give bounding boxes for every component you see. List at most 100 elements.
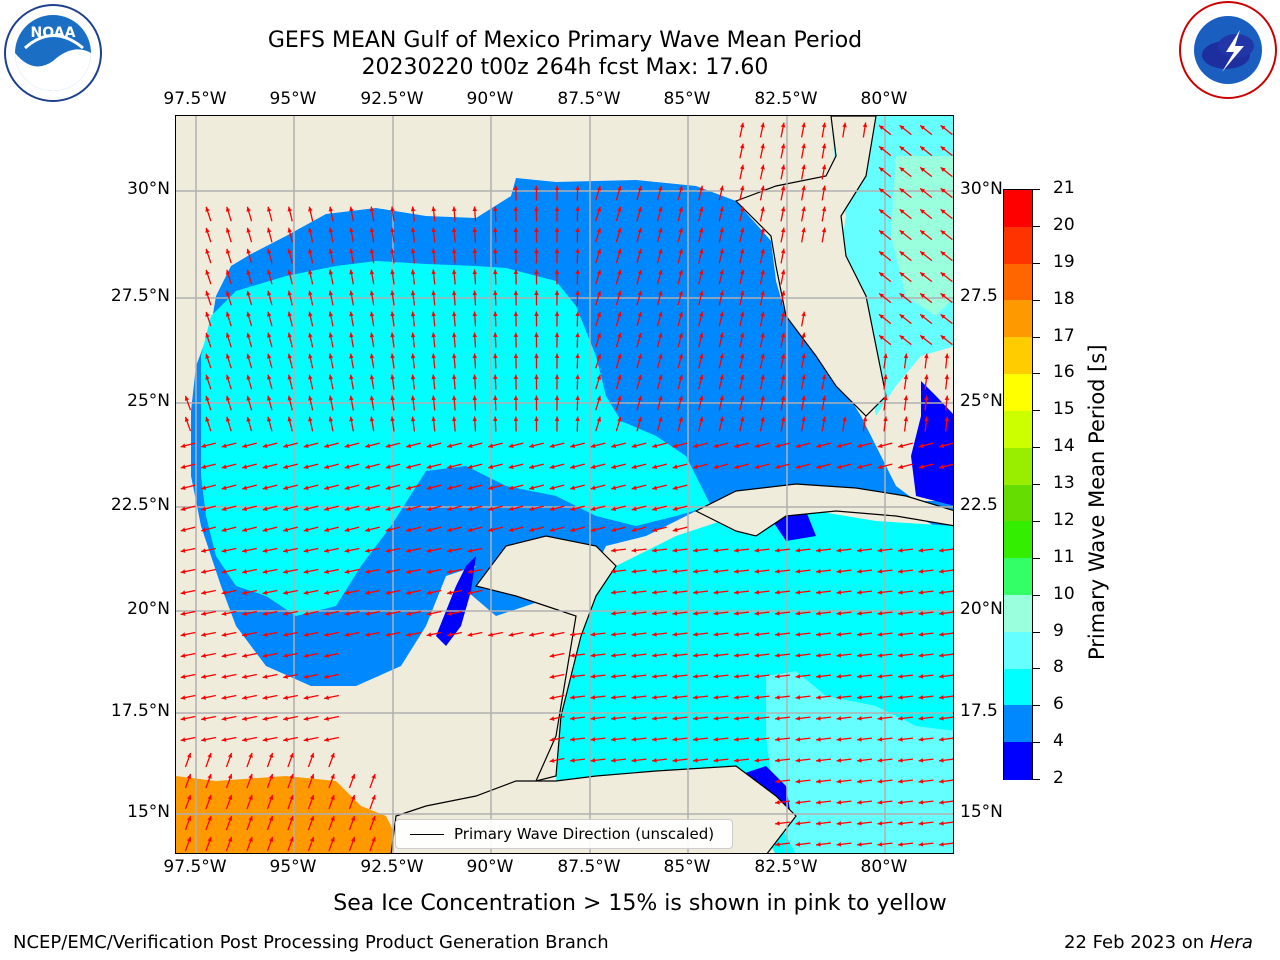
wave-arrow-head	[410, 290, 416, 296]
wave-arrow-head	[920, 125, 926, 130]
wave-arrow-head	[513, 269, 519, 275]
wave-arrow-head	[678, 416, 683, 422]
wave-arrow-head	[883, 374, 888, 380]
wave-arrow-head	[652, 758, 657, 763]
wave-arrow-head	[672, 737, 678, 742]
colorbar-segment	[1004, 521, 1032, 559]
wave-arrow-head	[344, 590, 350, 595]
wave-arrow-head	[754, 590, 760, 595]
wave-arrow-head	[248, 794, 253, 800]
wave-arrow-head	[652, 695, 657, 700]
wave-arrow-head	[287, 332, 292, 338]
wave-arrow-head	[268, 836, 274, 842]
wave-arrow-head	[713, 548, 719, 553]
wave-arrow-head	[739, 206, 745, 212]
wave-arrow-head	[371, 836, 376, 842]
wave-arrow-head	[570, 653, 575, 658]
wave-arrow-head	[658, 185, 663, 191]
wave-arrow-head	[760, 311, 765, 317]
wave-arrow-head	[451, 353, 457, 359]
wave-arrow-head	[493, 248, 498, 254]
wave-arrow-head	[426, 443, 432, 448]
wave-arrow-head	[940, 209, 946, 214]
wave-arrow-head	[451, 332, 457, 338]
wave-arrow-head	[242, 506, 248, 511]
wave-arrow-head	[877, 443, 883, 448]
wave-arrow-head	[939, 821, 944, 826]
wave-arrow-head	[534, 206, 539, 211]
wave-arrow-head	[611, 632, 616, 637]
wave-arrow-head	[780, 227, 786, 233]
wave-arrow-head	[617, 416, 622, 422]
wave-arrow-head	[898, 800, 903, 805]
left-lat-tick: 20°N	[127, 599, 170, 619]
wave-arrow-head	[207, 752, 212, 758]
wave-arrow-head	[775, 779, 780, 784]
wave-arrow-head	[924, 374, 929, 380]
wave-arrow-head	[242, 443, 248, 448]
wave-arrow-head	[385, 443, 391, 448]
wave-arrow-head	[652, 485, 658, 490]
wave-arrow-head	[760, 332, 765, 338]
wave-arrow-head	[549, 758, 555, 763]
wave-arrow-head	[678, 311, 683, 317]
wave-arrow-head	[780, 122, 786, 128]
wave-arrow-head	[775, 674, 780, 679]
wave-arrow-head	[248, 815, 253, 821]
wave-arrow-head	[795, 464, 801, 469]
wave-arrow-head	[940, 146, 946, 151]
wave-arrow-head	[350, 815, 356, 821]
wave-arrow-head	[328, 290, 334, 296]
wave-arrow-head	[857, 569, 862, 574]
wave-arrow-head	[678, 185, 683, 191]
wave-arrow-head	[350, 794, 356, 800]
wave-arrow-head	[369, 206, 375, 212]
wave-arrow-head	[225, 227, 231, 233]
wave-arrow-head	[268, 752, 274, 758]
colorbar-tick-label: 16	[1053, 362, 1075, 383]
wave-arrow-head	[734, 443, 740, 448]
wave-arrow-head	[369, 416, 375, 422]
wave-arrow-head	[447, 590, 452, 595]
wave-arrow-head	[246, 353, 251, 359]
wave-arrow-head	[227, 773, 233, 779]
wave-arrow-head	[944, 416, 950, 422]
wave-arrow-head	[246, 290, 251, 296]
wave-arrow-head	[365, 611, 370, 616]
wave-arrow-head	[801, 374, 806, 380]
wave-arrow-head	[262, 443, 268, 448]
colorbar-segment	[1004, 263, 1032, 301]
wave-arrow-head	[344, 527, 350, 532]
wave-arrow-head	[734, 632, 739, 637]
wave-arrow-head	[431, 395, 436, 401]
wave-arrow-head	[877, 611, 883, 616]
wave-arrow-head	[918, 611, 924, 616]
wave-arrow-head	[410, 311, 416, 317]
wave-arrow-head	[734, 653, 739, 658]
wave-arrow-head	[262, 506, 268, 511]
wave-arrow-head	[451, 374, 457, 380]
wave-arrow-head	[940, 314, 946, 319]
chart-subtitle: 20230220 t00z 264h fcst Max: 17.60	[361, 55, 769, 80]
wave-arrow-head	[426, 527, 432, 532]
wave-arrow-head	[821, 143, 827, 149]
wave-arrow-head	[836, 695, 842, 700]
wave-arrow-head	[801, 311, 806, 317]
wave-arrow-head	[596, 248, 602, 254]
colorbar-tick-mark	[1033, 779, 1040, 780]
wave-arrow-head	[775, 737, 780, 742]
wave-arrow-head	[780, 269, 786, 275]
wave-arrow-head	[734, 716, 739, 721]
wave-arrow-head	[611, 506, 617, 511]
wave-arrow-head	[898, 695, 903, 700]
wave-arrow-head	[227, 794, 233, 800]
colorbar-tick-label: 17	[1053, 325, 1075, 346]
wave-arrow-head	[795, 800, 801, 805]
wave-arrow-head	[780, 143, 786, 149]
wave-arrow-head	[898, 443, 904, 448]
footer-machine: Hera	[1209, 932, 1253, 953]
wave-arrow-head	[467, 506, 473, 511]
left-lat-tick: 30°N	[127, 179, 170, 199]
wave-arrow-head	[836, 548, 842, 553]
wave-arrow-head	[324, 527, 330, 532]
